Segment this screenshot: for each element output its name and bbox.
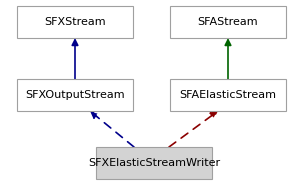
FancyBboxPatch shape xyxy=(17,6,133,38)
FancyBboxPatch shape xyxy=(170,79,286,111)
FancyBboxPatch shape xyxy=(17,79,133,111)
Text: SFXElasticStreamWriter: SFXElasticStreamWriter xyxy=(88,158,220,168)
Text: SFAElasticStream: SFAElasticStream xyxy=(180,90,277,100)
FancyBboxPatch shape xyxy=(170,6,286,38)
Text: SFAStream: SFAStream xyxy=(198,17,258,27)
FancyBboxPatch shape xyxy=(96,147,212,179)
Text: SFXOutputStream: SFXOutputStream xyxy=(25,90,125,100)
Text: SFXStream: SFXStream xyxy=(44,17,106,27)
